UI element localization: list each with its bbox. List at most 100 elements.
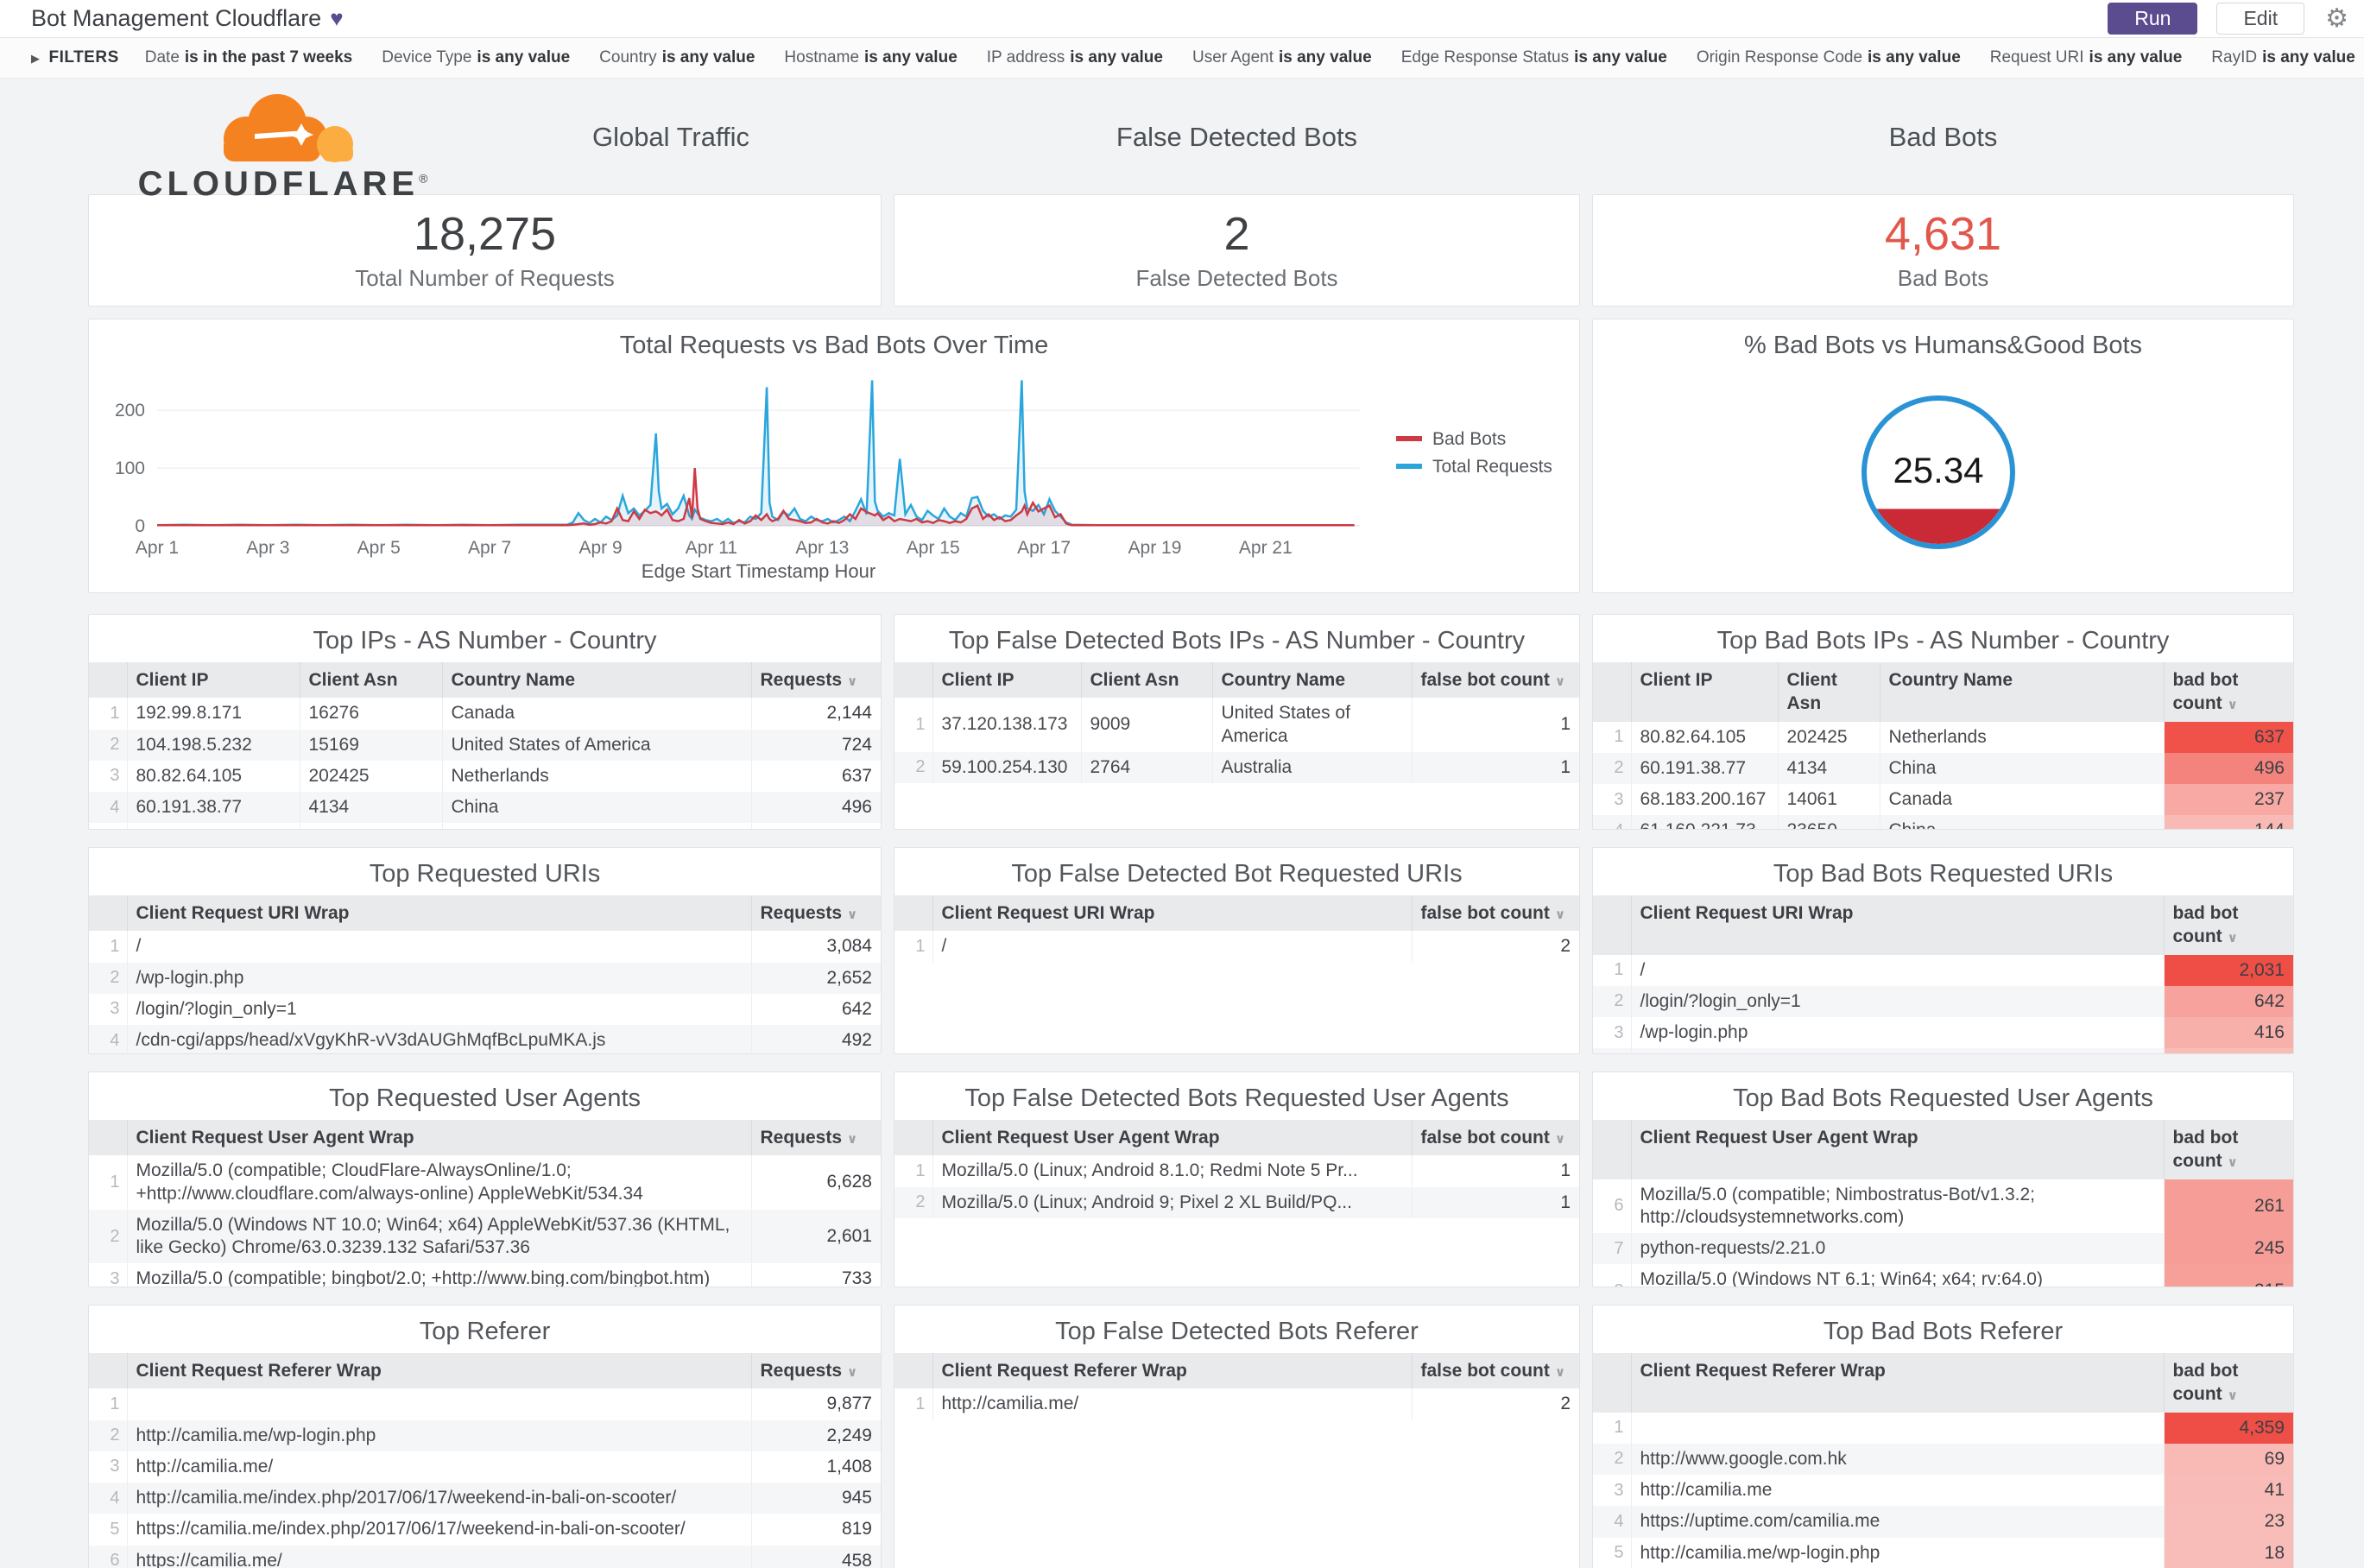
- value-cell: 215: [2164, 1264, 2293, 1287]
- row-number-header: [1593, 662, 1632, 722]
- table-row[interactable]: 8Mozilla/5.0 (Windows NT 6.1; Win64; x64…: [1593, 1264, 2293, 1287]
- table-row[interactable]: 3 http://camilia.me 41: [1593, 1475, 2293, 1507]
- column-header[interactable]: Country Name: [1212, 662, 1413, 699]
- column-header-sorted[interactable]: Requests ∨: [751, 895, 881, 932]
- table-row[interactable]: 2 60.191.38.77 4134 China 496: [1593, 752, 2293, 785]
- column-header-sorted[interactable]: false bot count ∨: [1412, 1353, 1579, 1389]
- table-row[interactable]: 2 http://camilia.me/wp-login.php 2,249: [89, 1419, 881, 1451]
- value-cell: 6,628: [826, 1172, 872, 1192]
- column-header[interactable]: Client Request URI Wrap: [932, 895, 1413, 932]
- table-row[interactable]: 4 60.191.38.77 4134 China 496: [89, 792, 881, 824]
- column-header-sorted[interactable]: bad bot count ∨: [2164, 1353, 2293, 1413]
- table-row[interactable]: 5136.24.49.3719165United States of Ameri…: [89, 823, 881, 829]
- column-header[interactable]: Client IP: [1631, 662, 1779, 722]
- legend-label[interactable]: Total Requests: [1432, 457, 1552, 477]
- table-row[interactable]: 1 192.99.8.171 16276 Canada 2,144: [89, 698, 881, 730]
- column-header[interactable]: Client Request Referer Wrap: [932, 1353, 1413, 1389]
- table-row[interactable]: 1 80.82.64.105 202425 Netherlands 637: [1593, 721, 2293, 753]
- column-header[interactable]: Client Request User Agent Wrap: [932, 1120, 1413, 1156]
- column-header-sorted[interactable]: bad bot count ∨: [2164, 1120, 2293, 1179]
- filter-chip[interactable]: IP address is any value: [986, 48, 1163, 66]
- filter-chip[interactable]: Origin Response Code is any value: [1696, 48, 1961, 66]
- table-row[interactable]: 6 https://camilia.me/458: [89, 1545, 881, 1568]
- filter-chip[interactable]: Request URI is any value: [1989, 48, 2183, 66]
- column-header[interactable]: Country Name: [442, 662, 752, 699]
- column-header[interactable]: Client Asn: [1778, 662, 1880, 722]
- column-header-sorted[interactable]: Requests ∨: [751, 1120, 881, 1156]
- column-header-sorted[interactable]: false bot count ∨: [1412, 1120, 1579, 1156]
- filter-chip[interactable]: Hostname is any value: [784, 48, 958, 66]
- table-row[interactable]: 1 Mozilla/5.0 (Linux; Android 8.1.0; Redm…: [894, 1155, 1579, 1187]
- table-row[interactable]: 3 68.183.200.167 14061 Canada 237: [1593, 784, 2293, 816]
- column-header-sorted[interactable]: false bot count ∨: [1412, 895, 1579, 932]
- table-row[interactable]: 1 4,359: [1593, 1412, 2293, 1444]
- table-row[interactable]: 4/wp-admin/admin-ajax.php243: [1593, 1048, 2293, 1053]
- table-row[interactable]: 2/wp-login.php 2,652: [89, 962, 881, 994]
- table-row[interactable]: 1 http://camilia.me/2: [894, 1388, 1579, 1420]
- filter-chip[interactable]: Date is in the past 7 weeks: [144, 48, 353, 66]
- column-header[interactable]: Client Request User Agent Wrap: [1631, 1120, 2165, 1179]
- table-row[interactable]: 1/2,031: [1593, 954, 2293, 986]
- column-header[interactable]: Client IP: [932, 662, 1082, 699]
- table-cell: 16276: [300, 698, 443, 730]
- column-header[interactable]: Client Request URI Wrap: [1631, 895, 2165, 955]
- table-row[interactable]: 3 Mozilla/5.0 (compatible; bingbot/2.0; +…: [89, 1263, 881, 1287]
- row-number: 4: [89, 1025, 128, 1053]
- table-row[interactable]: 1 37.120.138.173 9009 United States of Amer…: [894, 698, 1579, 752]
- table-row[interactable]: 3/wp-login.php 416: [1593, 1017, 2293, 1049]
- table-row[interactable]: 4/cdn-cgi/apps/head/xVgyKhR-vV3dAUGhMqfB…: [89, 1025, 881, 1053]
- column-header[interactable]: Client Asn: [300, 662, 443, 699]
- table-row[interactable]: 2 104.198.5.232 15169 United States of Amer…: [89, 729, 881, 761]
- run-button[interactable]: Run: [2108, 3, 2198, 35]
- filter-chip[interactable]: Edge Response Status is any value: [1400, 48, 1667, 66]
- filter-chip[interactable]: User Agent is any value: [1191, 48, 1372, 66]
- filters-toggle[interactable]: ▶ FILTERS: [31, 48, 119, 66]
- table-row[interactable]: 2 Mozilla/5.0 (Linux; Android 9; Pixel 2 …: [894, 1186, 1579, 1218]
- table-row[interactable]: 5 https://camilia.me/index.php/2017/06/17…: [89, 1514, 881, 1546]
- table-row[interactable]: 1/ 3,084: [89, 931, 881, 963]
- column-header[interactable]: Client Request Referer Wrap: [127, 1353, 752, 1389]
- table-row[interactable]: 2 http://www.google.com.hk 69: [1593, 1443, 2293, 1476]
- column-header-sorted[interactable]: Requests ∨: [751, 662, 881, 699]
- table-row[interactable]: 2 Mozilla/5.0 (Windows NT 10.0; Win64; x6…: [89, 1209, 881, 1264]
- edit-button[interactable]: Edit: [2216, 3, 2305, 35]
- table-row[interactable]: 4 http://camilia.me/index.php/2017/06/17/…: [89, 1483, 881, 1514]
- table-row[interactable]: 4 https://uptime.com/camilia.me 23: [1593, 1506, 2293, 1538]
- table-row[interactable]: 1/ 2: [894, 931, 1579, 963]
- sort-caret-icon: ∨: [847, 1132, 858, 1147]
- column-header-sorted[interactable]: bad bot count ∨: [2164, 662, 2293, 722]
- column-header[interactable]: Client Request URI Wrap: [127, 895, 752, 932]
- table-row[interactable]: 461.160.221.7323650China144: [1593, 815, 2293, 829]
- legend-label[interactable]: Bad Bots: [1432, 429, 1506, 449]
- table-row[interactable]: 2 59.100.254.130 2764 Australia 1: [894, 751, 1579, 784]
- column-header-sorted[interactable]: false bot count ∨: [1412, 662, 1579, 699]
- filter-chip[interactable]: Country is any value: [599, 48, 755, 66]
- table-row[interactable]: 6 Mozilla/5.0 (compatible; Nimbostratus-B…: [1593, 1179, 2293, 1234]
- table-row[interactable]: 2/login/?login_only=1 642: [1593, 985, 2293, 1018]
- column-header[interactable]: Client IP: [127, 662, 300, 699]
- column-header[interactable]: Country Name: [1880, 662, 2165, 722]
- filter-chip[interactable]: Device Type is any value: [382, 48, 571, 66]
- table-row[interactable]: 1 9,877: [89, 1388, 881, 1420]
- table-cell: /cdn-cgi/apps/head/xVgyKhR-vV3dAUGhMqfBc…: [127, 1025, 752, 1053]
- value-cell: 492: [841, 1030, 872, 1051]
- table-row[interactable]: 5 http://camilia.me/wp-login.php 18: [1593, 1537, 2293, 1568]
- column-header-sorted[interactable]: bad bot count ∨: [2164, 895, 2293, 955]
- column-header[interactable]: Client Request User Agent Wrap: [127, 1120, 752, 1156]
- table-row[interactable]: 3 http://camilia.me/1,408: [89, 1451, 881, 1483]
- table-tile-false-bot-referer: Top False Detected Bots Referer Client R…: [894, 1305, 1580, 1568]
- table-row[interactable]: 1 Mozilla/5.0 (compatible; CloudFlare-Alw…: [89, 1155, 881, 1210]
- table-cell: Netherlands: [1880, 721, 2165, 753]
- gear-icon[interactable]: ⚙: [2325, 4, 2348, 33]
- column-header[interactable]: Client Asn: [1081, 662, 1213, 699]
- table-cell: 15169: [300, 729, 443, 761]
- column-header-sorted[interactable]: Requests ∨: [751, 1353, 881, 1389]
- table-row[interactable]: 3/login/?login_only=1 642: [89, 993, 881, 1026]
- value-cell: 351: [751, 823, 881, 829]
- table-row[interactable]: 7 python-requests/2.21.0 245: [1593, 1233, 2293, 1265]
- table-row[interactable]: 3 80.82.64.105 202425 Netherlands 637: [89, 760, 881, 793]
- value-cell: 2: [1560, 936, 1571, 957]
- sort-caret-icon: ∨: [2227, 1155, 2238, 1171]
- column-header[interactable]: Client Request Referer Wrap: [1631, 1353, 2165, 1413]
- filter-chip[interactable]: RayID is any value: [2211, 48, 2355, 66]
